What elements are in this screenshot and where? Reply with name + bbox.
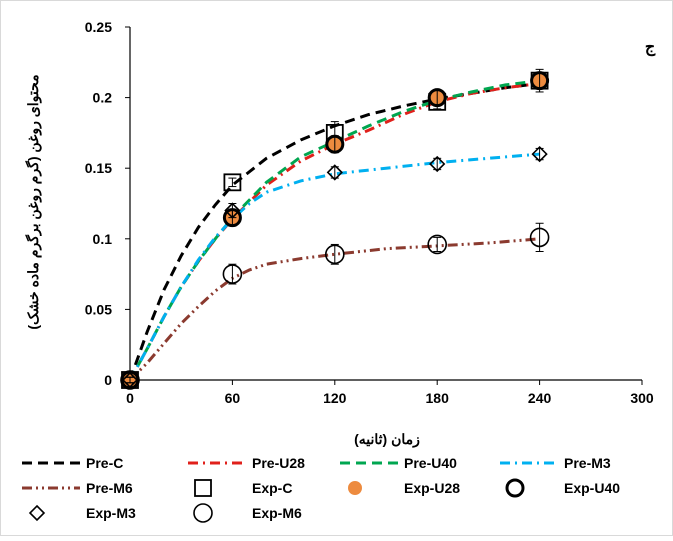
y-tick-label: 0 <box>104 372 112 388</box>
x-tick-label: 180 <box>426 390 450 406</box>
legend-swatch <box>348 481 362 495</box>
y-tick-label: 0.05 <box>85 301 112 317</box>
legend-label: Exp-M3 <box>86 505 136 521</box>
legend-item: Pre-U40 <box>340 455 457 471</box>
y-tick-label: 0.25 <box>85 19 112 35</box>
series-markers <box>120 68 550 390</box>
data-point-exp-m3 <box>531 145 548 163</box>
legend-swatch <box>193 503 213 523</box>
data-point-exp-m3 <box>326 164 343 181</box>
data-point-exp-m6 <box>529 227 550 248</box>
x-tick-label: 120 <box>323 390 347 406</box>
y-axis-title: محتوای روغن (گرم روغن برگرم ماده خشک) <box>25 74 42 329</box>
data-point-exp-m3 <box>224 202 241 219</box>
data-point-exp-u40 <box>530 71 550 91</box>
legend-item: Exp-M3 <box>28 504 136 522</box>
series-line-pre-m3 <box>128 152 540 381</box>
data-point-exp-u40 <box>427 88 447 108</box>
x-tick-label: 60 <box>225 390 241 406</box>
legend-label: Pre-M6 <box>86 480 133 496</box>
legend-item: Pre-C <box>22 455 123 471</box>
y-tick-label: 0.1 <box>93 231 113 247</box>
legend-item: Exp-C <box>194 479 292 497</box>
legend-label: Pre-U28 <box>252 455 305 471</box>
panel-label: ج <box>645 39 656 57</box>
data-point-exp-m3 <box>121 371 139 389</box>
tick-labels: 0 60 120 180 240 300 0 0.05 0.1 0.15 0.2 0.25 <box>85 19 654 406</box>
data-point-exp-m6 <box>120 370 140 390</box>
legend-label: Exp-U40 <box>564 480 620 496</box>
legend-swatch <box>505 478 525 498</box>
legend-item: Pre-U28 <box>188 455 305 471</box>
data-point-exp-m6 <box>427 234 448 255</box>
y-tick-label: 0.15 <box>85 160 112 176</box>
legend-label: Pre-U40 <box>404 455 457 471</box>
legend: Pre-C Pre-U28 Pre-U40 Pre-M3 Pre-M6 Exp-C Exp-… <box>22 455 620 523</box>
legend-label: Pre-M3 <box>564 455 611 471</box>
legend-swatch <box>28 504 46 522</box>
legend-item: Exp-U40 <box>505 478 620 498</box>
legend-item: Exp-U28 <box>348 480 460 496</box>
legend-label: Exp-U28 <box>404 480 460 496</box>
data-point-exp-u40 <box>325 134 345 154</box>
legend-swatch <box>194 479 212 497</box>
legend-item: Exp-M6 <box>193 503 302 523</box>
data-point-exp-m3 <box>429 155 446 173</box>
x-tick-label: 300 <box>630 390 654 406</box>
data-point-exp-c <box>223 173 242 192</box>
legend-label: Pre-C <box>86 455 123 471</box>
y-tick-label: 0.2 <box>93 90 113 106</box>
legend-item: Pre-M6 <box>22 480 133 496</box>
x-axis-title: زمان (ثانیه) <box>354 431 420 448</box>
legend-label: Exp-M6 <box>252 505 302 521</box>
series-line-pre-m6 <box>128 237 540 382</box>
data-point-exp-m6 <box>324 244 345 265</box>
x-tick-label: 240 <box>528 390 552 406</box>
legend-item: Pre-M3 <box>500 455 611 471</box>
x-tick-label: 0 <box>126 390 134 406</box>
data-point-exp-m6 <box>222 264 243 284</box>
legend-label: Exp-C <box>252 480 292 496</box>
series-lines <box>128 79 540 382</box>
